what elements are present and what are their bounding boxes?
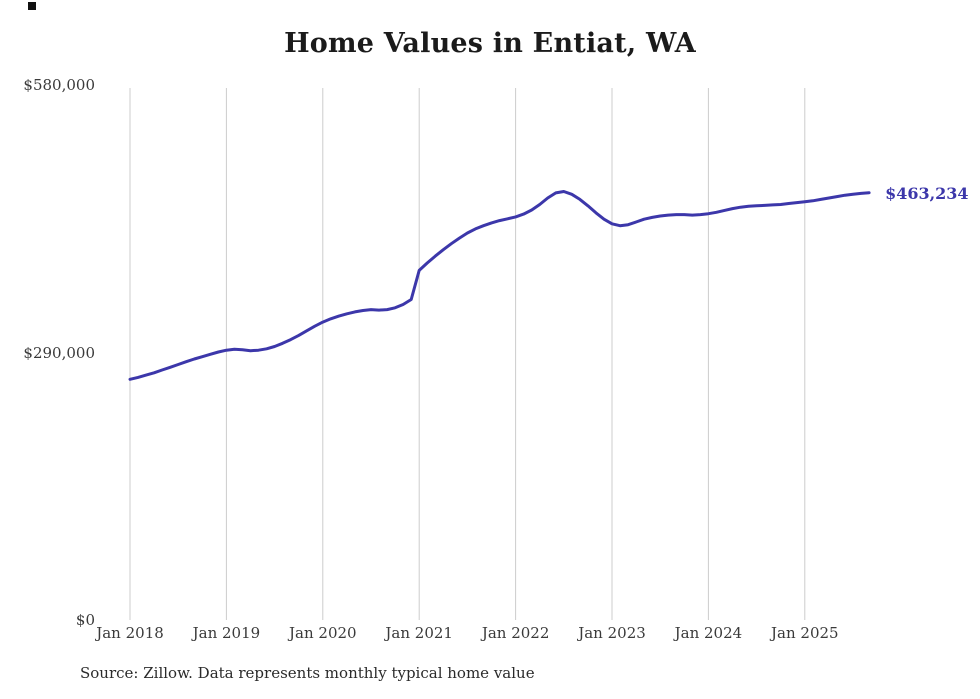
x-tick-label: Jan 2022 [481, 624, 550, 642]
last-value-label: $463,234 [885, 183, 969, 203]
y-tick-label: $580,000 [23, 76, 95, 94]
x-tick-label: Jan 2024 [674, 624, 743, 642]
x-tick-label: Jan 2023 [578, 624, 646, 642]
x-tick-label: Jan 2020 [289, 624, 357, 642]
x-tick-label: Jan 2025 [771, 624, 839, 642]
y-tick-label: $0 [75, 611, 95, 629]
corner-mark [28, 2, 36, 10]
x-tick-label: Jan 2019 [192, 624, 261, 642]
chart-title: Home Values in Entiat, WA [284, 28, 696, 59]
y-tick-label: $290,000 [23, 343, 95, 362]
x-tick-label: Jan 2018 [96, 624, 164, 642]
source-note: Source: Zillow. Data represents monthly … [80, 664, 535, 682]
x-tick-label: Jan 2021 [385, 624, 453, 642]
home-value-line [128, 190, 871, 381]
